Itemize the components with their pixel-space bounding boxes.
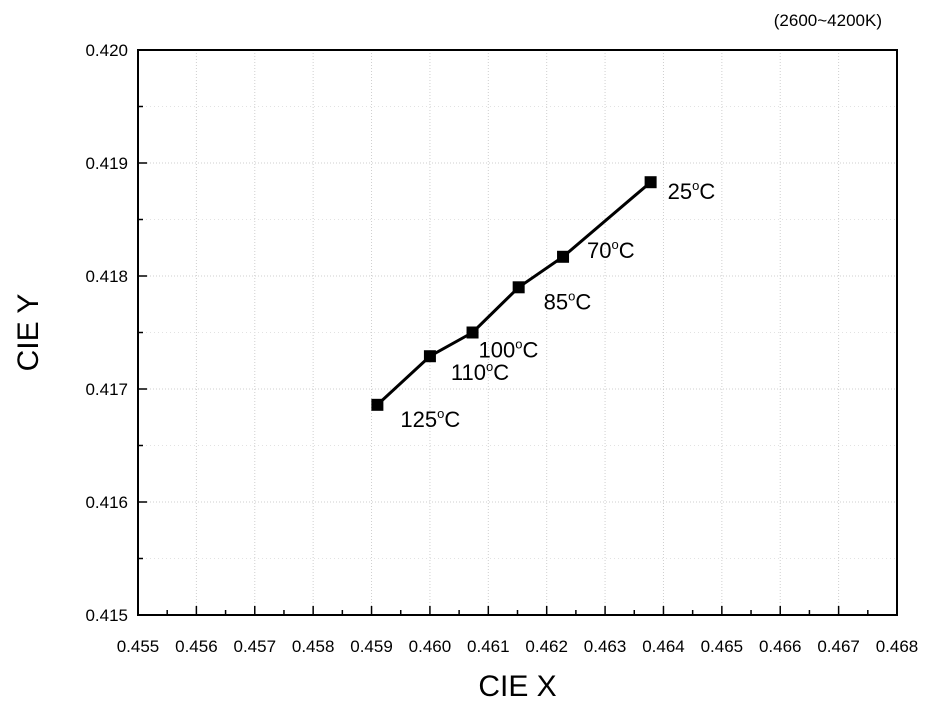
series-line [376, 181, 652, 406]
x-tick-label: 0.458 [292, 637, 335, 656]
x-tick-label: 0.456 [175, 637, 218, 656]
data-point-marker [466, 326, 479, 339]
grid [138, 50, 897, 615]
series-layer [371, 176, 657, 411]
x-tick-label: 0.462 [525, 637, 568, 656]
data-point-label: 110oC [451, 359, 509, 385]
x-tick-label: 0.465 [701, 637, 744, 656]
x-tick-label: 0.455 [117, 637, 160, 656]
data-point-label: 25oC [668, 178, 716, 204]
data-point-marker [371, 398, 384, 411]
x-tick-label: 0.463 [584, 637, 627, 656]
x-tick-label: 0.460 [409, 637, 452, 656]
x-tick-label: 0.457 [233, 637, 276, 656]
data-point-label: 125oC [400, 406, 460, 432]
data-point-label: 70oC [587, 237, 635, 263]
x-tick-label: 0.467 [817, 637, 860, 656]
axis-ticks [137, 49, 898, 616]
data-point-marker [423, 350, 436, 363]
y-tick-label: 0.417 [85, 380, 128, 399]
temperature-range-note: (2600~4200K) [774, 11, 882, 30]
data-point-marker [512, 281, 525, 294]
x-tick-label: 0.459 [350, 637, 393, 656]
x-tick-label: 0.468 [876, 637, 919, 656]
y-tick-label: 0.416 [85, 493, 128, 512]
plot-frame [137, 49, 898, 616]
y-tick-labels: 0.415 0.416 0.417 0.418 0.419 0.420 [85, 41, 128, 625]
x-tick-label: 0.464 [642, 637, 685, 656]
data-point-marker [557, 250, 570, 263]
x-tick-label: 0.461 [467, 637, 510, 656]
x-tick-label: 0.466 [759, 637, 802, 656]
x-axis-title: CIE X [478, 670, 556, 703]
data-point-marker [644, 176, 657, 189]
y-tick-label: 0.415 [85, 606, 128, 625]
y-tick-label: 0.420 [85, 41, 128, 60]
data-point-label: 85oC [544, 288, 592, 314]
y-axis-title: CIE Y [12, 294, 45, 372]
x-tick-labels: 0.455 0.456 0.457 0.458 0.459 0.460 0.461 0.462… [117, 637, 919, 656]
y-tick-label: 0.419 [85, 154, 128, 173]
y-tick-label: 0.418 [85, 267, 128, 286]
data-point-label: 100oC [479, 337, 539, 363]
